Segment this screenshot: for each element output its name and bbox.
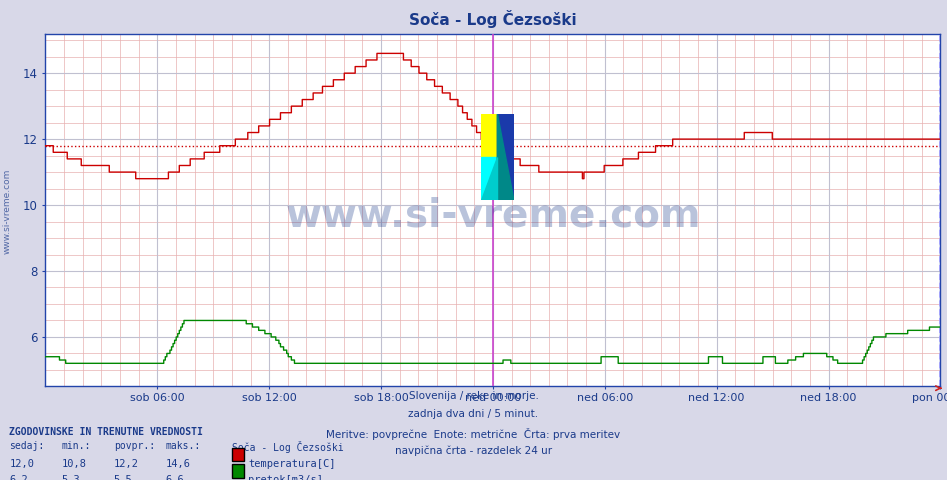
Bar <box>481 114 497 157</box>
Text: Soča - Log Čezsoški: Soča - Log Čezsoški <box>232 441 344 453</box>
Text: temperatura[C]: temperatura[C] <box>248 459 335 469</box>
Text: Meritve: povprečne  Enote: metrične  Črta: prva meritev: Meritve: povprečne Enote: metrične Črta:… <box>327 428 620 440</box>
Text: 12,2: 12,2 <box>114 459 138 469</box>
Polygon shape <box>481 157 497 200</box>
Text: 10,8: 10,8 <box>62 459 86 469</box>
Bar <box>497 114 514 200</box>
Text: 12,0: 12,0 <box>9 459 34 469</box>
Text: ZGODOVINSKE IN TRENUTNE VREDNOSTI: ZGODOVINSKE IN TRENUTNE VREDNOSTI <box>9 427 204 437</box>
Text: 5,3: 5,3 <box>62 475 80 480</box>
Bar <box>481 157 497 200</box>
Text: zadnja dva dni / 5 minut.: zadnja dva dni / 5 minut. <box>408 409 539 420</box>
Text: www.si-vreme.com: www.si-vreme.com <box>285 196 701 234</box>
Text: povpr.:: povpr.: <box>114 441 154 451</box>
Text: min.:: min.: <box>62 441 91 451</box>
Title: Soča - Log Čezsoški: Soča - Log Čezsoški <box>409 10 577 28</box>
Text: maks.:: maks.: <box>166 441 201 451</box>
Polygon shape <box>497 114 514 200</box>
Text: 5,5: 5,5 <box>114 475 133 480</box>
Text: 6,2: 6,2 <box>9 475 28 480</box>
Text: 6,6: 6,6 <box>166 475 185 480</box>
Text: 14,6: 14,6 <box>166 459 190 469</box>
Text: Slovenija / reke in morje.: Slovenija / reke in morje. <box>408 391 539 401</box>
Text: sedaj:: sedaj: <box>9 441 45 451</box>
Text: www.si-vreme.com: www.si-vreme.com <box>3 168 12 254</box>
Text: pretok[m3/s]: pretok[m3/s] <box>248 475 323 480</box>
Text: navpična črta - razdelek 24 ur: navpična črta - razdelek 24 ur <box>395 446 552 456</box>
